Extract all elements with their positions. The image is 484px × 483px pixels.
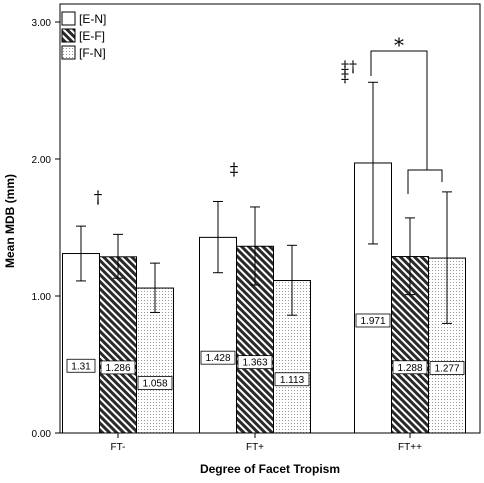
data-label: 1.113	[280, 375, 305, 386]
x-tick-label: FT-	[111, 442, 126, 453]
data-label: 1.288	[397, 363, 422, 374]
sig-ft-plus: ‡	[230, 160, 239, 180]
y-tick-label: 3.00	[32, 18, 52, 29]
sig-bracket-outer	[370, 50, 428, 170]
data-label-box	[137, 376, 173, 390]
bar	[273, 280, 311, 434]
sig-star: *	[394, 33, 404, 57]
legend-label: [E-F]	[79, 29, 105, 43]
x-tick-label: FT+	[246, 442, 264, 453]
data-label-box	[200, 350, 236, 365]
legend-swatch	[61, 45, 76, 60]
y-tick-label: 1.00	[32, 292, 52, 303]
data-label: 1.277	[434, 364, 459, 375]
x-axis-title: Degree of Facet Tropism	[200, 462, 340, 476]
data-labels-group: 1.31 1.286 1.058 1.428 1.363 1.113 1.971 1.288 1…	[66, 313, 465, 390]
y-tick-label: 0.00	[32, 429, 52, 440]
legend-label: [F-N]	[79, 46, 106, 60]
data-label-box	[100, 360, 136, 375]
sig-ft-plusplus-bottom: ‡	[341, 67, 349, 86]
significance-annotations: † ‡ ‡† ‡ *	[94, 33, 443, 208]
sig-ft-minus: †	[94, 188, 103, 208]
error-bars-group	[76, 81, 452, 324]
data-label: 1.31	[71, 361, 91, 372]
data-label: 1.058	[142, 379, 167, 390]
x-tick-label: FT++	[398, 442, 422, 453]
bars-group	[62, 162, 466, 434]
data-label-box	[392, 360, 428, 375]
data-label-box	[429, 361, 465, 375]
data-label-box	[66, 358, 96, 373]
x-axis: FT- FT+ FT++	[111, 433, 422, 453]
data-label: 1.363	[242, 358, 267, 369]
data-label-box	[274, 372, 310, 387]
legend: [E-N] [E-F] [F-N]	[61, 11, 106, 60]
data-label-box	[355, 313, 391, 328]
data-label: 1.286	[105, 363, 130, 374]
data-label: 1.428	[205, 353, 230, 364]
y-axis-title: Mean MDB (mm)	[3, 174, 17, 268]
bar	[62, 253, 100, 434]
y-axis: 0.00 1.00 2.00 3.00	[32, 18, 60, 440]
legend-swatch	[61, 28, 76, 43]
legend-swatch	[61, 11, 76, 26]
sig-bracket-inner	[407, 169, 443, 194]
data-label-box	[237, 355, 273, 370]
bar	[99, 256, 137, 434]
y-tick-label: 2.00	[32, 155, 52, 166]
data-label: 1.971	[360, 316, 385, 327]
legend-label: [E-N]	[79, 12, 106, 26]
sig-ft-plusplus-top: ‡†	[341, 57, 357, 76]
